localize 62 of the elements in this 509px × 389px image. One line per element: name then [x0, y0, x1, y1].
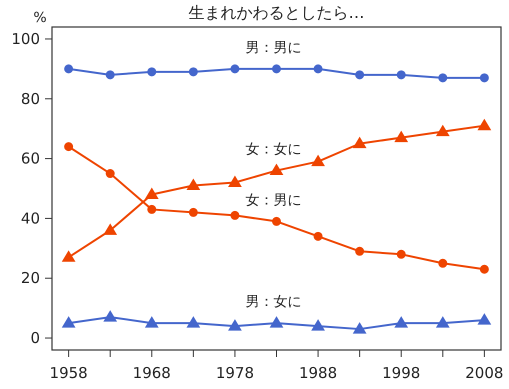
point — [64, 142, 74, 152]
x-tick-label: 1958 — [50, 364, 88, 382]
chart-title: 生まれかわるとしたら… — [188, 3, 364, 22]
y-tick-label: 100 — [11, 30, 40, 48]
point — [62, 250, 76, 262]
x-tick-label: 1968 — [132, 364, 171, 382]
point — [478, 119, 491, 130]
point — [145, 316, 158, 328]
point — [188, 67, 198, 76]
point — [394, 131, 408, 142]
point — [64, 64, 74, 74]
series-label: 女：男に — [246, 192, 302, 208]
series-label: 男：男に — [246, 40, 302, 56]
point — [436, 316, 450, 328]
point — [394, 316, 408, 328]
point — [104, 310, 117, 322]
point — [270, 164, 283, 176]
point — [396, 70, 406, 80]
point — [312, 320, 325, 331]
point — [396, 250, 406, 259]
point — [186, 179, 200, 190]
point — [436, 125, 450, 136]
point — [314, 64, 323, 74]
point — [312, 155, 325, 166]
x-tick-label: 1998 — [382, 364, 420, 382]
y-tick-label: 0 — [30, 329, 40, 348]
x-tick-label: 1988 — [298, 364, 338, 382]
point — [272, 216, 281, 226]
point — [147, 67, 156, 76]
point — [270, 316, 283, 328]
point — [104, 224, 117, 235]
point — [228, 320, 242, 331]
y-tick-label: 60 — [20, 150, 40, 168]
y-tick-label: 80 — [20, 90, 40, 108]
point — [353, 137, 366, 148]
point — [145, 188, 158, 199]
point — [480, 264, 489, 274]
point — [230, 64, 240, 74]
point — [478, 314, 491, 325]
point — [62, 316, 76, 328]
point — [353, 322, 366, 334]
point — [106, 70, 115, 80]
series-label: 女：女に — [246, 142, 302, 158]
point — [106, 169, 115, 178]
point — [355, 246, 364, 256]
point — [438, 258, 448, 268]
y-tick-label: 20 — [20, 269, 40, 288]
point — [186, 316, 200, 328]
point — [272, 64, 281, 74]
y-axis-title: % — [33, 10, 47, 26]
point — [147, 204, 156, 214]
point — [480, 73, 489, 82]
point — [228, 176, 242, 188]
point — [188, 208, 198, 217]
x-tick-label: 1978 — [216, 364, 254, 382]
point — [438, 73, 448, 82]
series-label: 男：女に — [246, 294, 302, 310]
y-tick-label: 40 — [20, 209, 40, 228]
point — [355, 70, 364, 80]
x-tick-label: 2008 — [465, 364, 504, 382]
point — [314, 232, 323, 241]
point — [230, 210, 240, 220]
